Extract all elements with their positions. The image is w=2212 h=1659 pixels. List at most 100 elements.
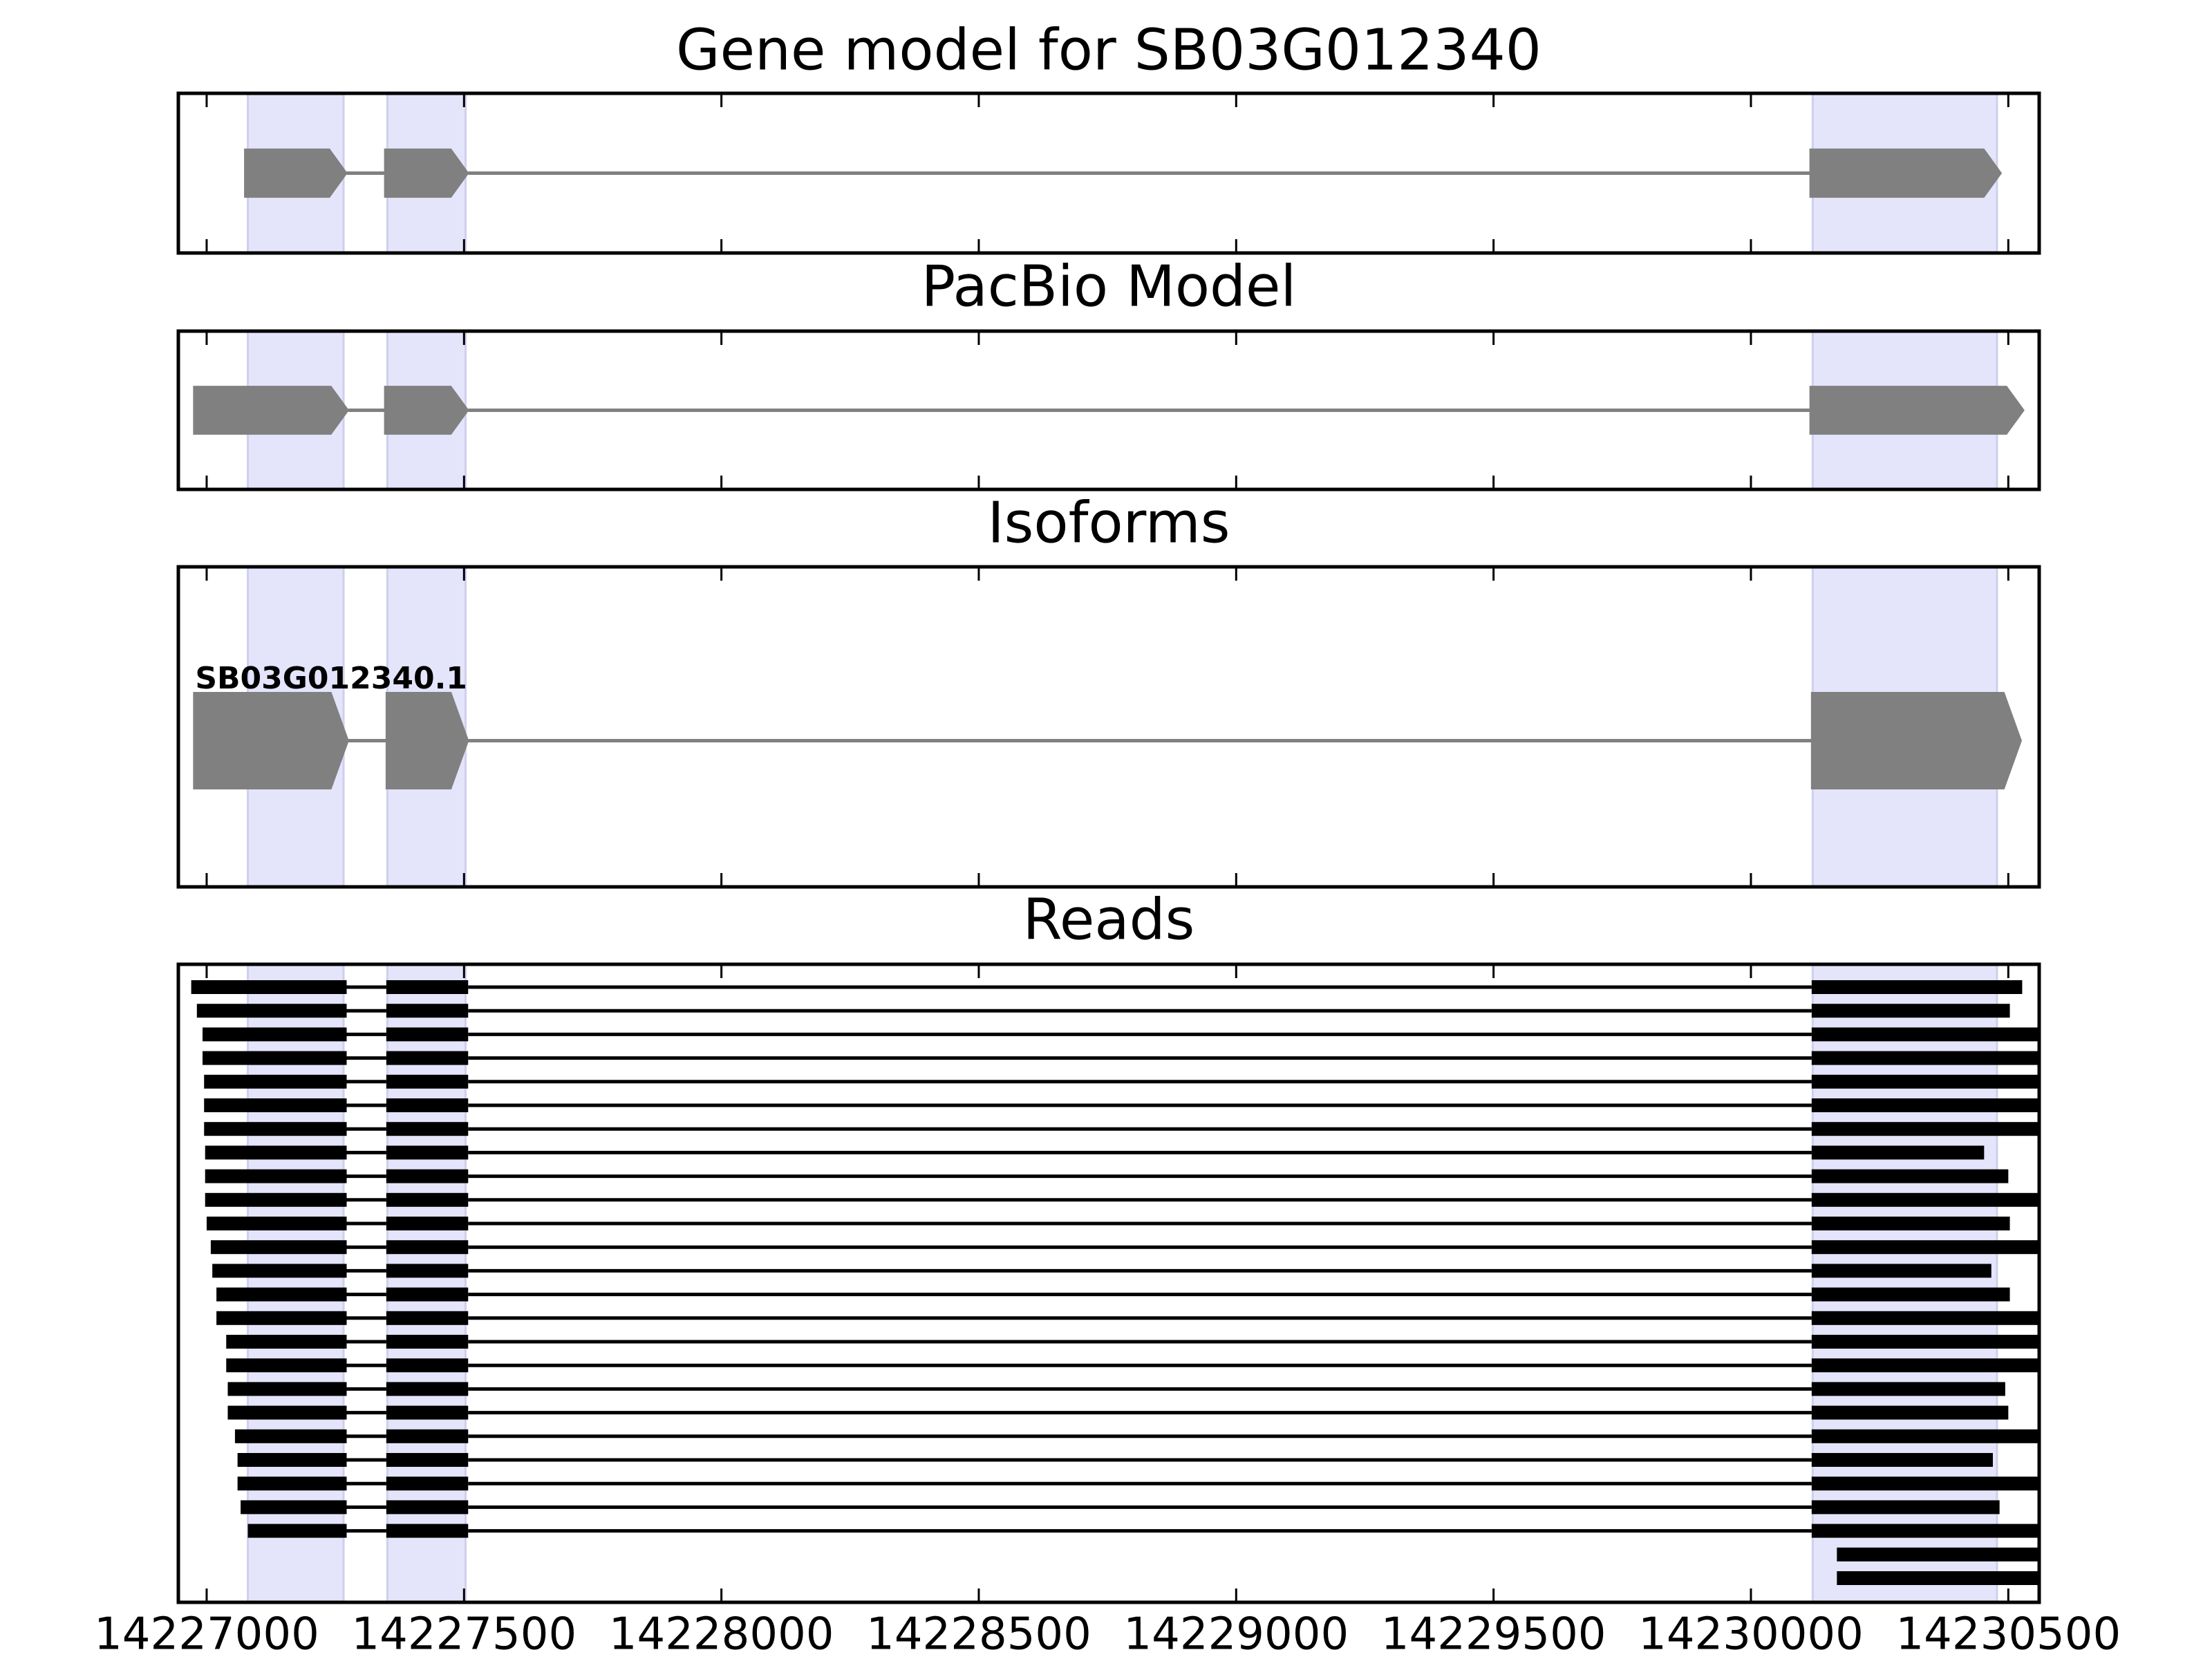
x-tick-label: 14229500 — [1381, 1609, 1606, 1659]
read-block — [1811, 1287, 2010, 1302]
panel-frame — [176, 329, 2041, 491]
read-block — [1811, 1477, 2039, 1491]
read-block — [247, 1524, 347, 1538]
read-block — [386, 1051, 469, 1065]
panel — [244, 93, 2003, 253]
exon — [1809, 386, 2025, 435]
read-block — [386, 1145, 469, 1160]
panel — [193, 331, 2025, 489]
read-block — [386, 1524, 469, 1538]
x-tick-label: 14229000 — [1123, 1609, 1349, 1659]
read-block — [212, 1264, 347, 1278]
read-block — [386, 1098, 469, 1112]
read-block — [237, 1453, 347, 1467]
x-tick-label: 14228000 — [609, 1609, 834, 1659]
read-block — [227, 1405, 347, 1420]
exon — [244, 148, 348, 198]
read-block — [1811, 1004, 2010, 1018]
panel-title: Gene model for SB03G012340 — [676, 17, 1541, 83]
x-tick-label: 14227000 — [94, 1609, 319, 1659]
read-block — [1811, 1169, 2009, 1183]
read-block — [1811, 1311, 2039, 1325]
read-block — [204, 1122, 347, 1136]
read-block — [206, 1217, 347, 1230]
panel-frame — [176, 962, 2041, 1604]
read-block — [202, 1027, 347, 1042]
panel-title: PacBio Model — [921, 254, 1297, 319]
read-block — [202, 1051, 347, 1065]
read-block — [1811, 1027, 2039, 1042]
exon-highlight — [386, 964, 467, 1602]
exon — [1809, 148, 2003, 198]
read-block — [386, 1335, 469, 1349]
read-block — [1811, 1382, 2005, 1396]
read-block — [386, 980, 469, 994]
read-block — [1811, 1217, 2010, 1230]
read-block — [216, 1311, 347, 1325]
panel-frame — [176, 91, 2041, 255]
read-block — [386, 1217, 469, 1230]
exon-highlight — [247, 964, 345, 1602]
x-tick-label: 14230500 — [1895, 1609, 2121, 1659]
exon — [193, 386, 349, 435]
read-block — [386, 1264, 469, 1278]
read-block — [1811, 1405, 2009, 1420]
read-block — [386, 1500, 469, 1515]
isoform-label: SB03G012340.1 — [195, 661, 467, 696]
read-block — [1811, 1500, 2000, 1515]
read-block — [1811, 1122, 2039, 1136]
read-block — [386, 1004, 469, 1018]
read-block — [386, 1169, 469, 1183]
read-block — [1811, 1145, 1985, 1160]
panel-title: Reads — [1023, 887, 1195, 953]
panel — [191, 964, 2039, 1602]
read-block — [1811, 1264, 1991, 1278]
read-block — [1811, 1192, 2039, 1207]
read-block — [1811, 980, 2023, 994]
read-block — [226, 1358, 347, 1373]
read-block — [1811, 1358, 2039, 1373]
read-block — [386, 1192, 469, 1207]
read-block — [1837, 1547, 2039, 1562]
read-block — [227, 1382, 347, 1396]
read-block — [1811, 1524, 2039, 1538]
read-block — [226, 1335, 347, 1349]
read-block — [241, 1500, 347, 1515]
x-tick-label: 14227500 — [351, 1609, 577, 1659]
read-block — [1837, 1571, 2039, 1585]
read-block — [234, 1429, 347, 1443]
read-block — [204, 1074, 347, 1089]
read-block — [216, 1287, 347, 1302]
read-block — [386, 1382, 469, 1396]
read-block — [386, 1311, 469, 1325]
read-block — [191, 980, 347, 994]
read-block — [205, 1169, 347, 1183]
read-block — [1811, 1051, 2039, 1065]
exon-highlight — [1811, 964, 1998, 1602]
read-block — [386, 1240, 469, 1255]
read-block — [1811, 1098, 2039, 1112]
x-tick-label: 14228500 — [866, 1609, 1091, 1659]
exon — [384, 386, 469, 435]
read-block — [1811, 1335, 2039, 1349]
read-block — [205, 1192, 347, 1207]
exon — [193, 692, 349, 789]
read-block — [386, 1429, 469, 1443]
read-block — [386, 1074, 469, 1089]
read-block — [386, 1027, 469, 1042]
read-block — [210, 1240, 347, 1255]
read-block — [237, 1477, 347, 1491]
x-tick-label: 14230000 — [1638, 1609, 1864, 1659]
exon — [385, 692, 469, 789]
exon — [1810, 692, 2022, 789]
read-block — [386, 1405, 469, 1420]
read-block — [1811, 1074, 2039, 1089]
read-block — [386, 1453, 469, 1467]
read-block — [386, 1358, 469, 1373]
read-block — [196, 1004, 347, 1018]
panel-frame — [176, 565, 2041, 889]
read-block — [386, 1477, 469, 1491]
read-block — [386, 1287, 469, 1302]
